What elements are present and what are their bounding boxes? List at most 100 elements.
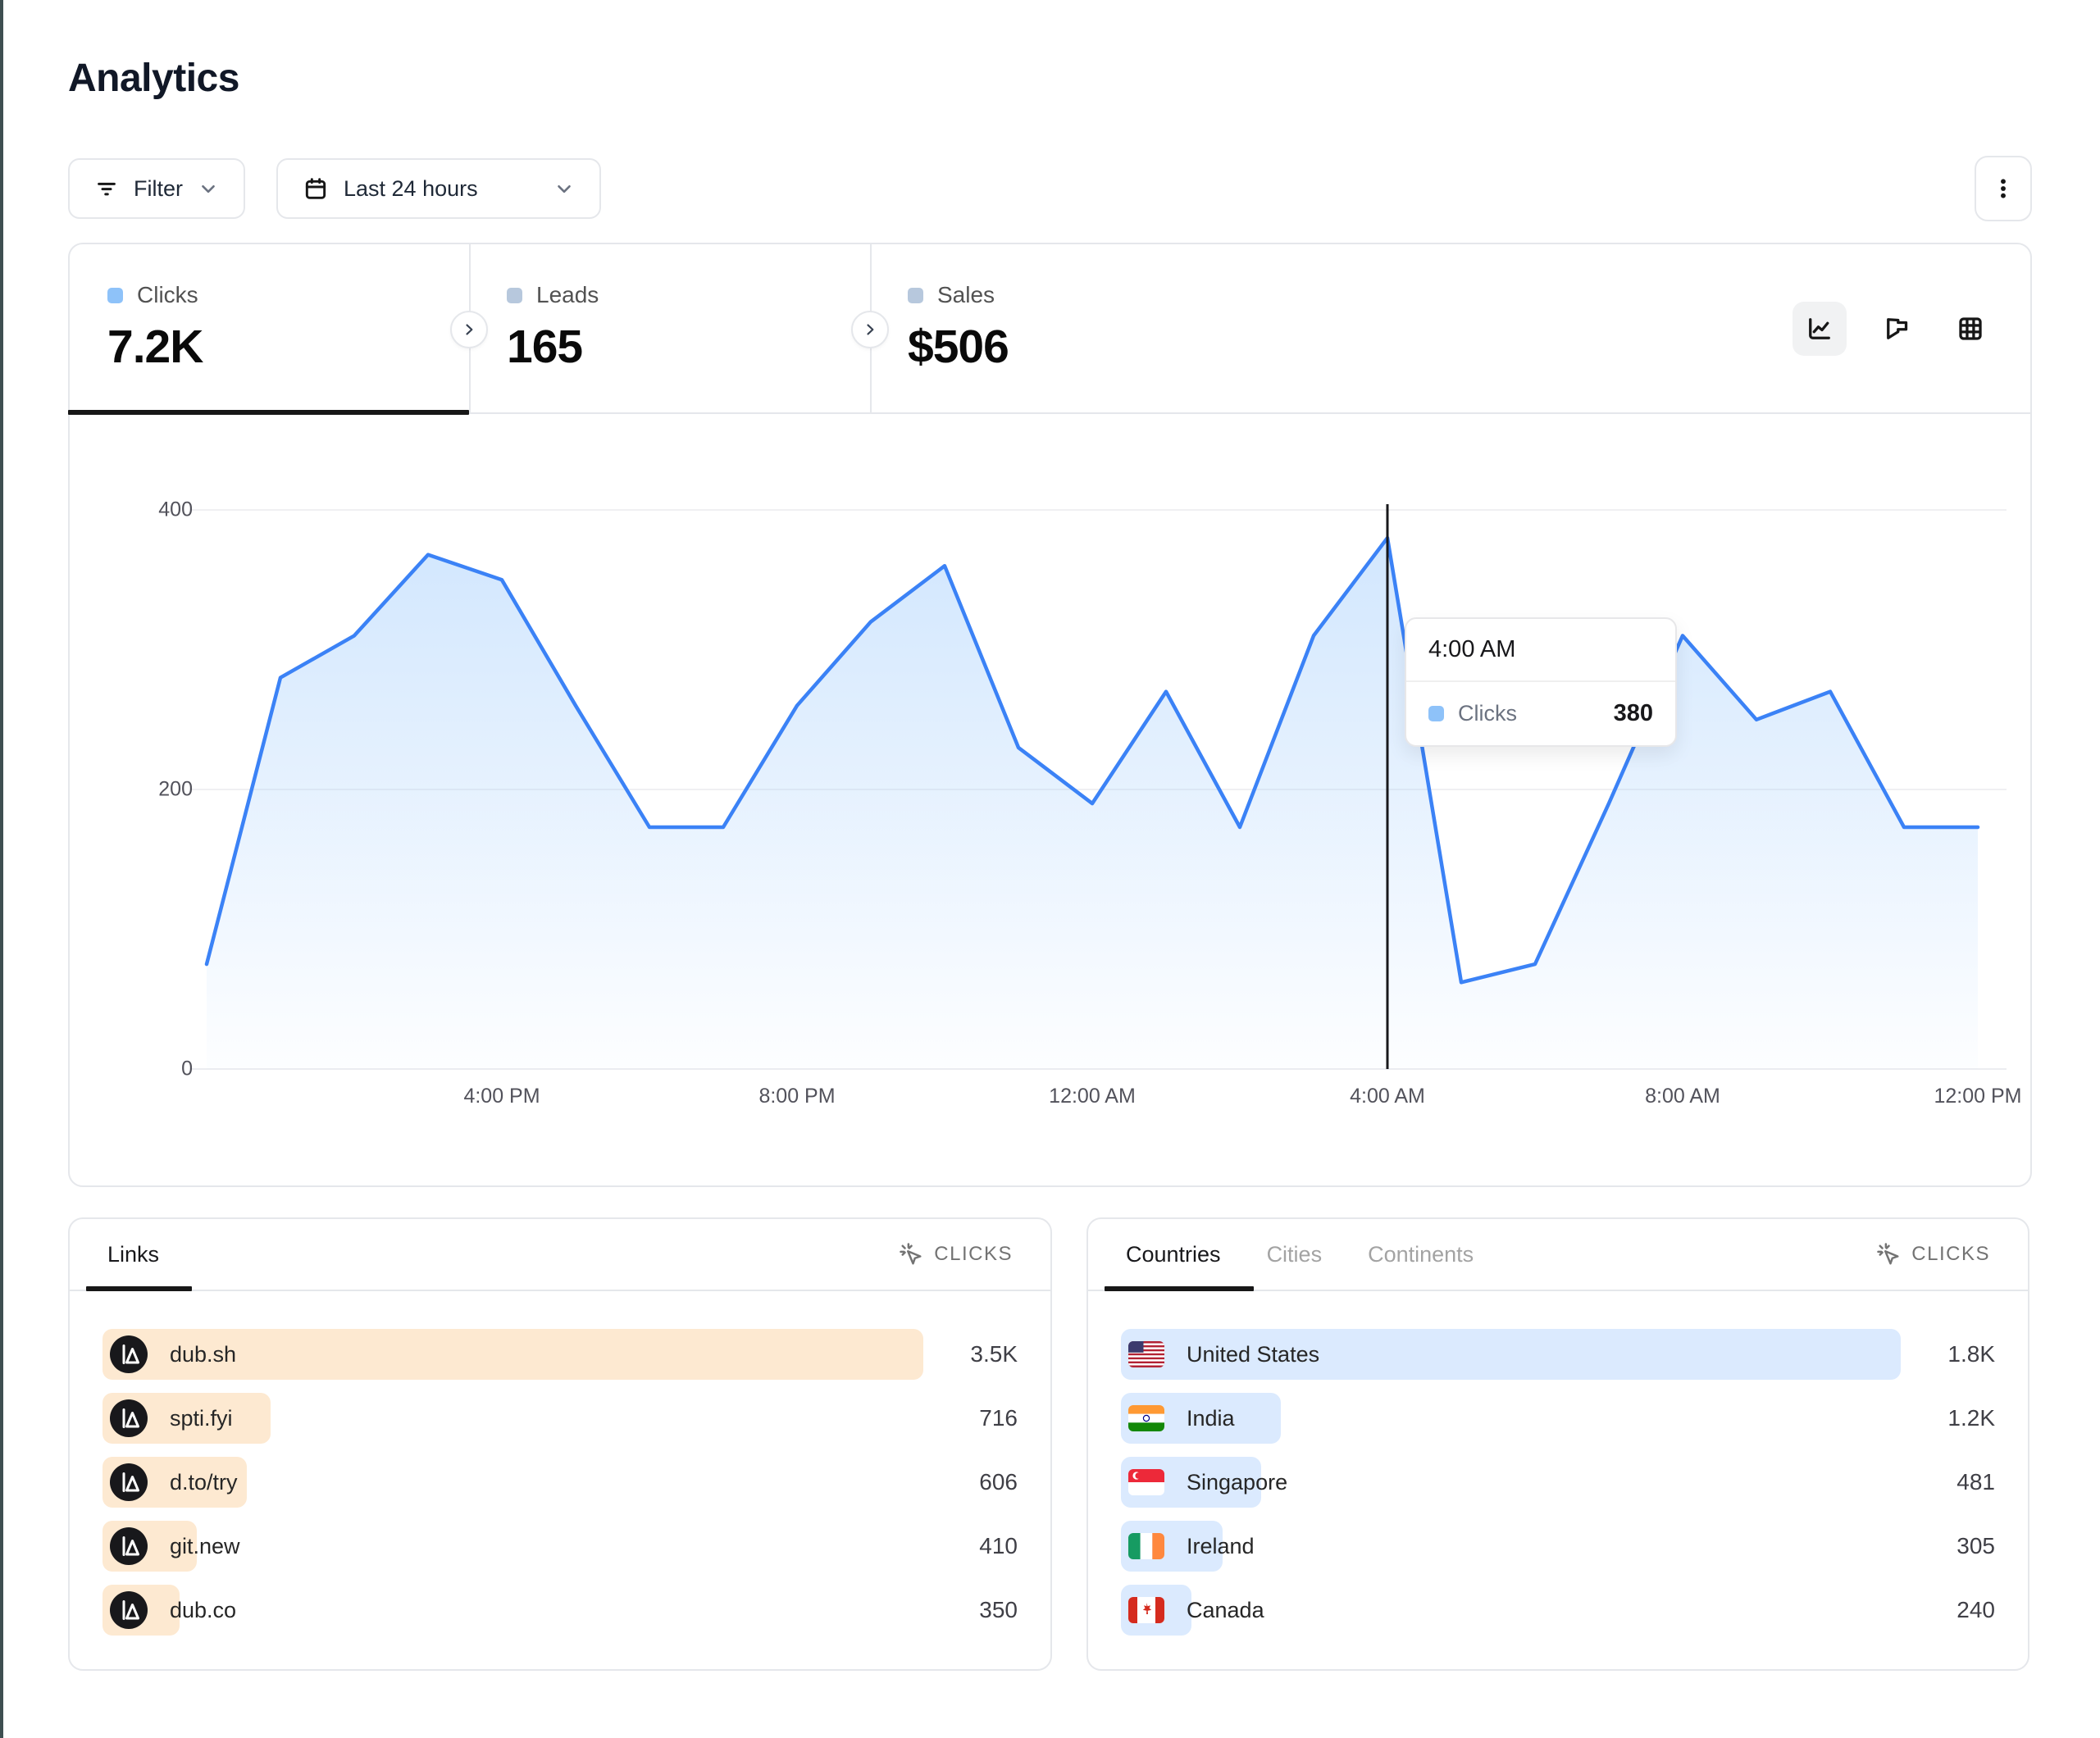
more-options-button[interactable] bbox=[1975, 156, 2032, 221]
tooltip-series-indicator bbox=[1428, 706, 1444, 721]
link-label: spti.fyi bbox=[170, 1405, 233, 1431]
collapse-clicks-chevron-button[interactable] bbox=[450, 311, 488, 348]
us-flag-icon bbox=[1128, 1341, 1164, 1367]
tab-sales[interactable]: Sales $506 bbox=[870, 244, 2030, 412]
country-label: Canada bbox=[1187, 1597, 1264, 1622]
link-row[interactable]: git.new 410 bbox=[102, 1521, 1018, 1572]
chart-area-fill bbox=[207, 538, 1978, 1069]
funnel-icon bbox=[1887, 318, 1908, 339]
funnel-view-button[interactable] bbox=[1868, 302, 1922, 356]
toolbar: Filter Last 24 hours bbox=[68, 158, 601, 219]
x-axis-tick-label: 8:00 AM bbox=[1645, 1085, 1720, 1108]
tab-cities[interactable]: Cities bbox=[1267, 1219, 1323, 1290]
stats-tabs: Clicks 7.2K Leads 165 Sales $506 bbox=[68, 244, 2030, 415]
tab-continents[interactable]: Continents bbox=[1368, 1219, 1474, 1290]
dub-logo-icon bbox=[110, 1399, 148, 1437]
tooltip-divider bbox=[1406, 680, 1675, 682]
country-value: 1.2K bbox=[1947, 1405, 1995, 1431]
link-value: 606 bbox=[979, 1469, 1018, 1495]
clicks-tab-label: Clicks bbox=[137, 282, 198, 307]
filter-button-label: Filter bbox=[134, 175, 183, 201]
countries-panel: Countries Cities Continents CLICKS United … bbox=[1086, 1217, 2029, 1671]
kebab-icon bbox=[1990, 175, 2016, 202]
tab-links-label: Links bbox=[107, 1241, 160, 1267]
window-edge-strip bbox=[0, 0, 3, 1738]
link-value: 410 bbox=[979, 1533, 1018, 1558]
tab-cities-label: Cities bbox=[1266, 1241, 1323, 1267]
india-flag-icon bbox=[1128, 1405, 1164, 1431]
x-axis-tick-label: 12:00 AM bbox=[1049, 1085, 1136, 1108]
sales-tab-value: $506 bbox=[908, 321, 1009, 373]
dub-logo-icon bbox=[110, 1527, 148, 1565]
link-bar bbox=[102, 1329, 923, 1380]
country-row[interactable]: Ireland 305 bbox=[1121, 1521, 1995, 1572]
link-row[interactable]: dub.sh 3.5K bbox=[102, 1329, 1018, 1380]
tooltip-time: 4:00 AM bbox=[1428, 636, 1516, 662]
ireland-flag-icon bbox=[1128, 1533, 1164, 1559]
link-value: 3.5K bbox=[970, 1341, 1018, 1367]
country-value: 305 bbox=[1957, 1533, 1995, 1558]
country-row[interactable]: United States 1.8K bbox=[1121, 1329, 1995, 1380]
chart-line bbox=[204, 535, 1980, 985]
tab-leads[interactable]: Leads 165 bbox=[469, 244, 870, 412]
countries-panel-header: Countries Cities Continents CLICKS bbox=[1088, 1219, 2028, 1291]
table-grid-icon bbox=[1959, 317, 1982, 340]
link-label: dub.co bbox=[170, 1597, 237, 1622]
links-panel: Links CLICKS dub.sh 3.5K spti.fyi 716 d.to/t… bbox=[68, 1217, 1052, 1671]
cursor-click-icon bbox=[899, 1242, 923, 1267]
link-label: d.to/try bbox=[170, 1469, 238, 1495]
tooltip-series-label: Clicks bbox=[1458, 701, 1517, 726]
tab-links[interactable]: Links bbox=[85, 1219, 193, 1291]
x-axis-tick-label: 4:00 AM bbox=[1350, 1085, 1425, 1108]
dub-logo-icon bbox=[110, 1335, 148, 1373]
link-row[interactable]: d.to/try 606 bbox=[102, 1457, 1018, 1508]
line-chart-icon bbox=[1809, 318, 1830, 339]
active-tab-underline bbox=[68, 410, 469, 415]
filter-icon bbox=[94, 176, 119, 201]
country-bar bbox=[1121, 1329, 1901, 1380]
country-row[interactable]: Canada 240 bbox=[1121, 1585, 1995, 1636]
country-label: India bbox=[1187, 1405, 1235, 1431]
x-axis-tick-label: 4:00 PM bbox=[463, 1085, 540, 1108]
line-chart-view-button[interactable] bbox=[1793, 302, 1847, 356]
leads-tab-value: 165 bbox=[507, 321, 583, 373]
links-metric-toggle[interactable]: CLICKS bbox=[899, 1242, 1013, 1267]
links-metric-label: CLICKS bbox=[934, 1243, 1013, 1265]
dub-logo-icon bbox=[110, 1463, 148, 1501]
countries-list: United States 1.8K India 1.2K Singapore 481 Ir… bbox=[1088, 1291, 2028, 1636]
page-title: Analytics bbox=[68, 57, 239, 100]
chart-type-switcher bbox=[1793, 302, 1998, 356]
countries-metric-toggle[interactable]: CLICKS bbox=[1876, 1242, 1990, 1267]
country-label: United States bbox=[1187, 1341, 1320, 1367]
links-list: dub.sh 3.5K spti.fyi 716 d.to/try 606 git.new 4… bbox=[70, 1291, 1050, 1636]
country-value: 481 bbox=[1957, 1469, 1995, 1495]
tab-countries[interactable]: Countries bbox=[1105, 1219, 1253, 1291]
x-axis-tick-label: 12:00 PM bbox=[1934, 1085, 2022, 1108]
table-view-button[interactable] bbox=[1943, 302, 1998, 356]
chevron-right-icon bbox=[466, 324, 473, 335]
chart-plot bbox=[190, 504, 2007, 1070]
cursor-click-icon bbox=[1876, 1242, 1901, 1267]
date-range-label: Last 24 hours bbox=[344, 175, 478, 201]
tab-clicks[interactable]: Clicks 7.2K bbox=[68, 244, 469, 415]
link-value: 350 bbox=[979, 1597, 1018, 1622]
y-axis-tick-label: 200 bbox=[158, 777, 193, 801]
tooltip-value: 380 bbox=[1613, 700, 1653, 726]
link-value: 716 bbox=[979, 1405, 1018, 1431]
collapse-leads-chevron-button[interactable] bbox=[851, 311, 889, 348]
y-axis-tick-label: 400 bbox=[158, 498, 193, 521]
link-label: git.new bbox=[170, 1533, 240, 1558]
country-row[interactable]: Singapore 481 bbox=[1121, 1457, 1995, 1508]
link-label: dub.sh bbox=[170, 1341, 237, 1367]
country-label: Singapore bbox=[1187, 1469, 1288, 1495]
filter-button[interactable]: Filter bbox=[68, 158, 245, 219]
date-range-button[interactable]: Last 24 hours bbox=[276, 158, 601, 219]
link-row[interactable]: dub.co 350 bbox=[102, 1585, 1018, 1636]
clicks-area-chart[interactable]: 0 200 400 4:00 PM 8:00 PM 12:00 AM 4:00 AM 8:0… bbox=[70, 414, 2030, 1185]
sales-tab-label: Sales bbox=[937, 282, 995, 307]
link-row[interactable]: spti.fyi 716 bbox=[102, 1393, 1018, 1444]
analytics-chart-card: Clicks 7.2K Leads 165 Sales $506 bbox=[68, 243, 2032, 1187]
country-row[interactable]: India 1.2K bbox=[1121, 1393, 1995, 1444]
country-value: 1.8K bbox=[1947, 1341, 1995, 1367]
